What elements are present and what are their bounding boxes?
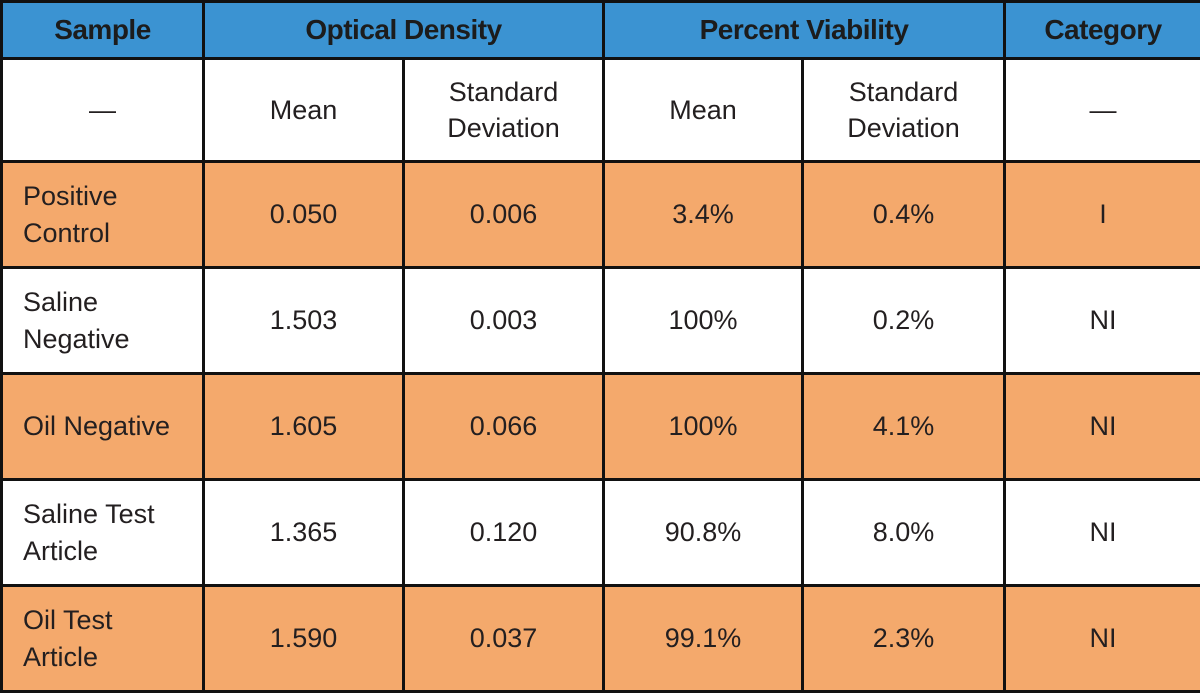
header-percent-viability: Percent Viability <box>604 2 1005 59</box>
cell-category: NI <box>1005 586 1200 692</box>
subheader-category-dash: — <box>1005 59 1200 162</box>
cell-pv-mean: 3.4% <box>604 162 803 268</box>
table-row-saline-test-article: Saline Test Article 1.365 0.120 90.8% 8.… <box>2 480 1200 586</box>
table-row-oil-negative: Oil Negative 1.605 0.066 100% 4.1% NI <box>2 374 1200 480</box>
cell-od-sd: 0.037 <box>404 586 604 692</box>
cell-od-mean: 1.605 <box>204 374 404 480</box>
cell-category: NI <box>1005 268 1200 374</box>
header-category: Category <box>1005 2 1200 59</box>
cell-od-mean: 1.590 <box>204 586 404 692</box>
cell-sample: Saline Test Article <box>2 480 204 586</box>
cell-od-sd: 0.120 <box>404 480 604 586</box>
table-row-saline-negative: Saline Negative 1.503 0.003 100% 0.2% NI <box>2 268 1200 374</box>
cell-pv-mean: 100% <box>604 268 803 374</box>
cell-pv-sd: 4.1% <box>803 374 1005 480</box>
table-row-positive-control: Positive Control 0.050 0.006 3.4% 0.4% I <box>2 162 1200 268</box>
subheader-pv-sd: Standard Deviation <box>803 59 1005 162</box>
table-header-row: Sample Optical Density Percent Viability… <box>2 2 1200 59</box>
cell-pv-mean: 100% <box>604 374 803 480</box>
table-row-oil-test-article: Oil Test Article 1.590 0.037 99.1% 2.3% … <box>2 586 1200 692</box>
subheader-pv-mean: Mean <box>604 59 803 162</box>
cell-category: NI <box>1005 480 1200 586</box>
header-optical-density: Optical Density <box>204 2 604 59</box>
cell-pv-sd: 2.3% <box>803 586 1005 692</box>
cell-od-mean: 1.365 <box>204 480 404 586</box>
cell-category: NI <box>1005 374 1200 480</box>
cell-pv-mean: 90.8% <box>604 480 803 586</box>
cell-od-sd: 0.006 <box>404 162 604 268</box>
cell-pv-sd: 0.4% <box>803 162 1005 268</box>
cell-od-sd: 0.003 <box>404 268 604 374</box>
table-subheader-row: — Mean Standard Deviation Mean Standard … <box>2 59 1200 162</box>
cell-pv-sd: 0.2% <box>803 268 1005 374</box>
subheader-od-mean: Mean <box>204 59 404 162</box>
cell-sample: Oil Test Article <box>2 586 204 692</box>
subheader-sample-dash: — <box>2 59 204 162</box>
cell-od-sd: 0.066 <box>404 374 604 480</box>
cell-pv-mean: 99.1% <box>604 586 803 692</box>
cell-sample: Saline Negative <box>2 268 204 374</box>
subheader-od-sd: Standard Deviation <box>404 59 604 162</box>
cell-sample: Positive Control <box>2 162 204 268</box>
cell-od-mean: 0.050 <box>204 162 404 268</box>
cell-category: I <box>1005 162 1200 268</box>
cell-pv-sd: 8.0% <box>803 480 1005 586</box>
cell-od-mean: 1.503 <box>204 268 404 374</box>
header-sample: Sample <box>2 2 204 59</box>
cell-sample: Oil Negative <box>2 374 204 480</box>
